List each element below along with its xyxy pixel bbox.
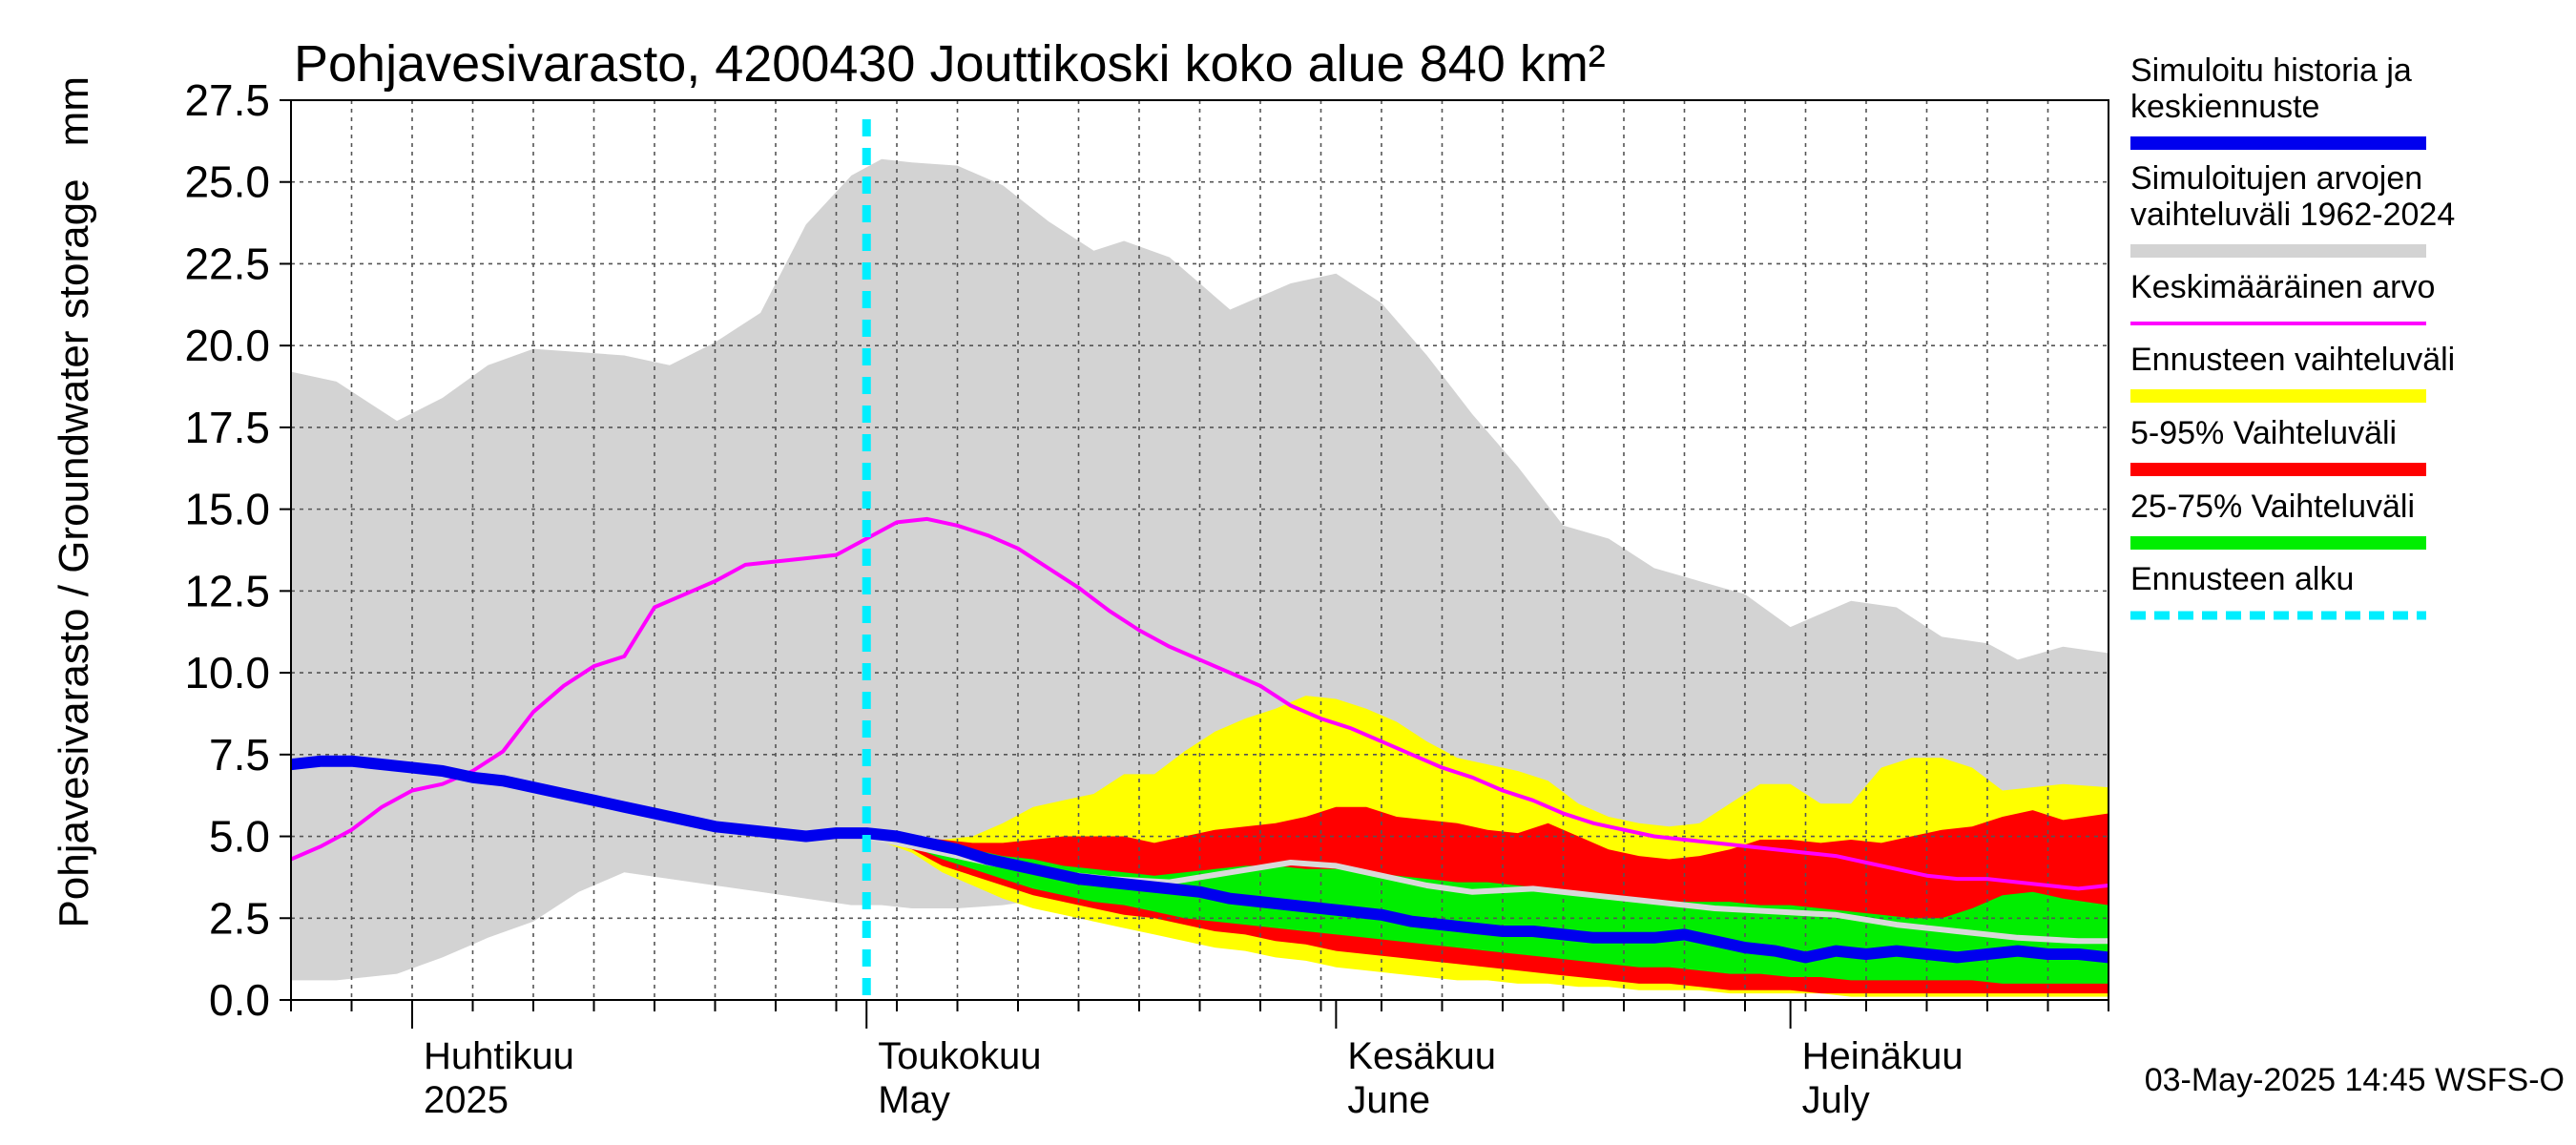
area-layer xyxy=(291,158,2109,997)
legend-label: Simuloitu historia ja xyxy=(2130,52,2412,89)
p25-75-band xyxy=(866,833,2109,984)
mean-value-line xyxy=(291,516,2109,891)
month-label: Toukokuu xyxy=(878,1035,1041,1077)
y-tick-label: 17.5 xyxy=(184,403,270,452)
legend-label: vaihteluväli 1962-2024 xyxy=(2130,197,2455,233)
month-label: Heinäkuu xyxy=(1802,1035,1963,1077)
legend-label: 25-75% Vaihteluväli xyxy=(2130,489,2415,525)
legend-label: keskiennuste xyxy=(2130,89,2319,125)
legend-label: Simuloitujen arvojen xyxy=(2130,160,2422,197)
y-tick-label: 2.5 xyxy=(209,893,270,943)
month-label-en: July xyxy=(1802,1079,1870,1121)
line-layer xyxy=(291,119,2109,1000)
y-tick-label: 0.0 xyxy=(209,975,270,1025)
legend-label: Ennusteen vaihteluväli xyxy=(2130,342,2455,378)
legend-label: Keskimääräinen arvo xyxy=(2130,269,2435,305)
month-label-en: June xyxy=(1347,1079,1430,1121)
unit-label: mm xyxy=(51,76,97,146)
y-tick-label: 12.5 xyxy=(184,566,270,615)
legend-label: 5-95% Vaihteluväli xyxy=(2130,415,2397,451)
y-tick-label: 15.0 xyxy=(184,485,270,534)
axes: 0.0 2.5 5.0 7.5 10.0 12.5 15.0 17.5 20.0 22.5 25.0… xyxy=(184,75,2109,1121)
y-tick-label: 10.0 xyxy=(184,648,270,697)
month-label: Huhtikuu xyxy=(424,1035,574,1077)
chart-title: Pohjavesivarasto, 4200430 Jouttikoski ko… xyxy=(294,35,1606,93)
y-tick-label: 5.0 xyxy=(209,812,270,862)
month-label-en: May xyxy=(878,1079,950,1121)
y-tick-label: 7.5 xyxy=(209,730,270,780)
timestamp: 03-May-2025 14:45 WSFS-O xyxy=(2145,1062,2565,1098)
grid xyxy=(291,100,2109,1000)
y-tick-label: 20.0 xyxy=(184,321,270,370)
y-tick-label: 25.0 xyxy=(184,157,270,207)
y-tick-label: 27.5 xyxy=(184,75,270,125)
month-label: Kesäkuu xyxy=(1347,1035,1496,1077)
month-label-en: 2025 xyxy=(424,1079,509,1121)
y-axis-label: Pohjavesivarasto / Groundwater storage xyxy=(51,178,97,927)
y-tick-label: 22.5 xyxy=(184,239,270,288)
legend-label: Ennusteen alku xyxy=(2130,561,2354,597)
simulated-line xyxy=(291,755,2109,964)
